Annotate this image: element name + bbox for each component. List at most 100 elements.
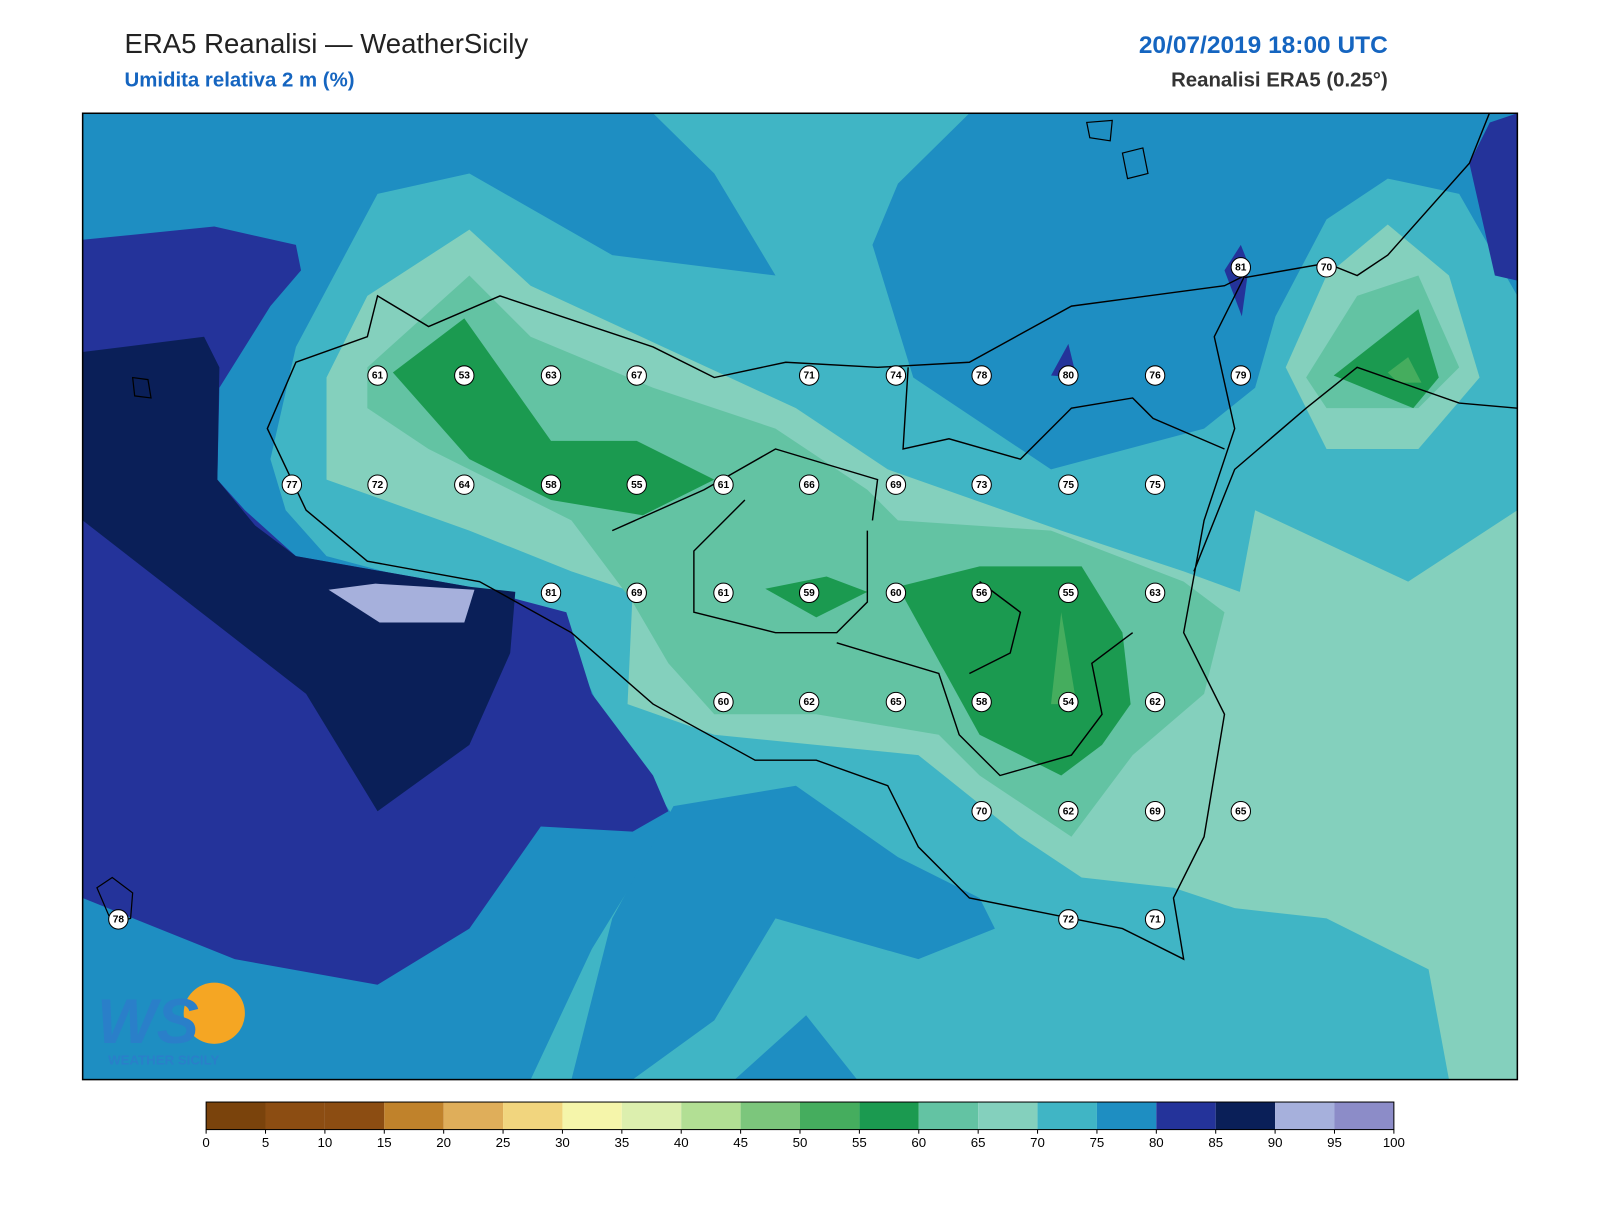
colorbar-cell [562,1102,622,1130]
station-value: 65 [890,697,902,708]
contour [1333,309,1439,409]
station-marker [885,365,907,386]
station-value: 67 [631,371,643,382]
station-value: 55 [631,480,643,491]
station-marker [885,474,907,495]
station-value: 63 [545,371,557,382]
station-marker [626,582,647,604]
station-value: 72 [1063,915,1075,926]
logo-sun [183,982,245,1044]
station-marker [1144,582,1166,604]
station-value: 79 [1235,371,1247,382]
colorbar-tick-label: 25 [496,1135,511,1150]
station-marker [540,474,562,495]
colorbar-tick-label: 85 [1208,1135,1223,1150]
station-value: 71 [1149,915,1161,926]
station-value: 75 [1149,480,1161,491]
contour [571,785,995,1080]
station-marker [1058,691,1079,713]
colorbar-tick-label: 40 [674,1135,689,1150]
station-marker [971,801,992,822]
colorbar-tick-label: 10 [318,1135,333,1150]
colorbar-cell [740,1102,800,1130]
station-marker [798,582,820,604]
contour [82,336,516,812]
colorbar-tick-label: 90 [1268,1135,1283,1150]
contour [897,566,1131,776]
station-marker [1058,474,1079,495]
colorbar-cell [1275,1102,1335,1130]
station-marker [1144,801,1166,822]
station-marker [1058,365,1079,386]
station-marker [713,582,734,604]
colorbar-cell [681,1102,741,1130]
station-marker [626,365,647,386]
station-marker [367,365,388,386]
contour [328,583,475,623]
station-marker [540,582,562,604]
station-marker [713,691,734,713]
station-value: 71 [804,371,816,382]
station-value: 69 [1149,806,1161,817]
subtitle: Umidita relativa 2 m (%) [124,70,354,92]
colorbar-cell [384,1102,444,1130]
station-value: 55 [1063,588,1075,599]
station-marker [713,474,734,495]
station-value: 81 [1235,263,1247,274]
logo-mark: WS [97,987,199,1057]
station-marker [1144,691,1166,713]
station-value: 58 [976,697,988,708]
colorbar-tick-label: 45 [733,1135,748,1150]
station-value: 59 [804,588,816,599]
station-marker [798,365,820,386]
station-marker [1058,582,1079,604]
colorbar-cell [1037,1102,1097,1130]
station-marker [1144,909,1166,930]
colorbar-cell [324,1102,385,1130]
colorbar-tick-label: 5 [262,1135,269,1150]
colorbar-tick-label: 20 [436,1135,451,1150]
colorbar-tick-label: 30 [555,1135,570,1150]
station-value: 60 [718,697,730,708]
station-marker [971,582,992,604]
station-value: 65 [1235,806,1247,817]
colorbar-tick-label: 55 [852,1135,867,1150]
colorbar-cell [1215,1102,1276,1130]
station-marker [885,691,907,713]
station-marker [108,909,129,930]
colorbar-cell [1156,1102,1216,1130]
station-marker [454,365,475,386]
station-value: 54 [1063,697,1075,708]
station-value: 69 [890,480,902,491]
station-value: 61 [718,480,730,491]
station-marker [367,474,388,495]
colorbar-cell [1334,1102,1394,1130]
station-value: 78 [113,915,125,926]
colorbar-cell [621,1102,682,1130]
colorbar-cell [918,1102,979,1130]
colorbar-tick-label: 50 [793,1135,808,1150]
station-value: 80 [1063,371,1075,382]
map-frame [81,112,1519,1081]
station-value: 66 [804,480,816,491]
date: 20/07/2019 18:00 UTC [1139,32,1388,59]
colorbar-tick-label: 75 [1090,1135,1105,1150]
station-marker [885,582,907,604]
colorbar-tick-label: 60 [911,1135,926,1150]
logo: WS WEATHER SICILY [97,982,245,1067]
station-value: 75 [1063,480,1075,491]
station-value: 63 [1149,588,1161,599]
station-marker [1230,801,1252,822]
station-marker [971,691,992,713]
station-value: 78 [976,371,988,382]
coastline [266,113,1518,961]
stations: 81 70 61 53 63 67 71 74 78 80 76 79 77 72 64 58 55 61 66 69… [108,257,1337,930]
colorbar-tick-label: 0 [202,1135,209,1150]
colorbar-tick-label: 80 [1149,1135,1164,1150]
station-marker [281,474,303,495]
station-value: 62 [804,697,816,708]
station-value: 60 [890,588,902,599]
station-marker [1316,257,1337,278]
station-marker [798,474,820,495]
